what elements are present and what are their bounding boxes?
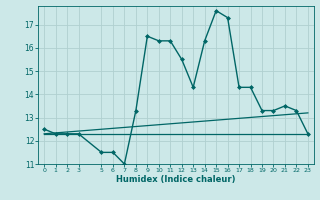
X-axis label: Humidex (Indice chaleur): Humidex (Indice chaleur) <box>116 175 236 184</box>
